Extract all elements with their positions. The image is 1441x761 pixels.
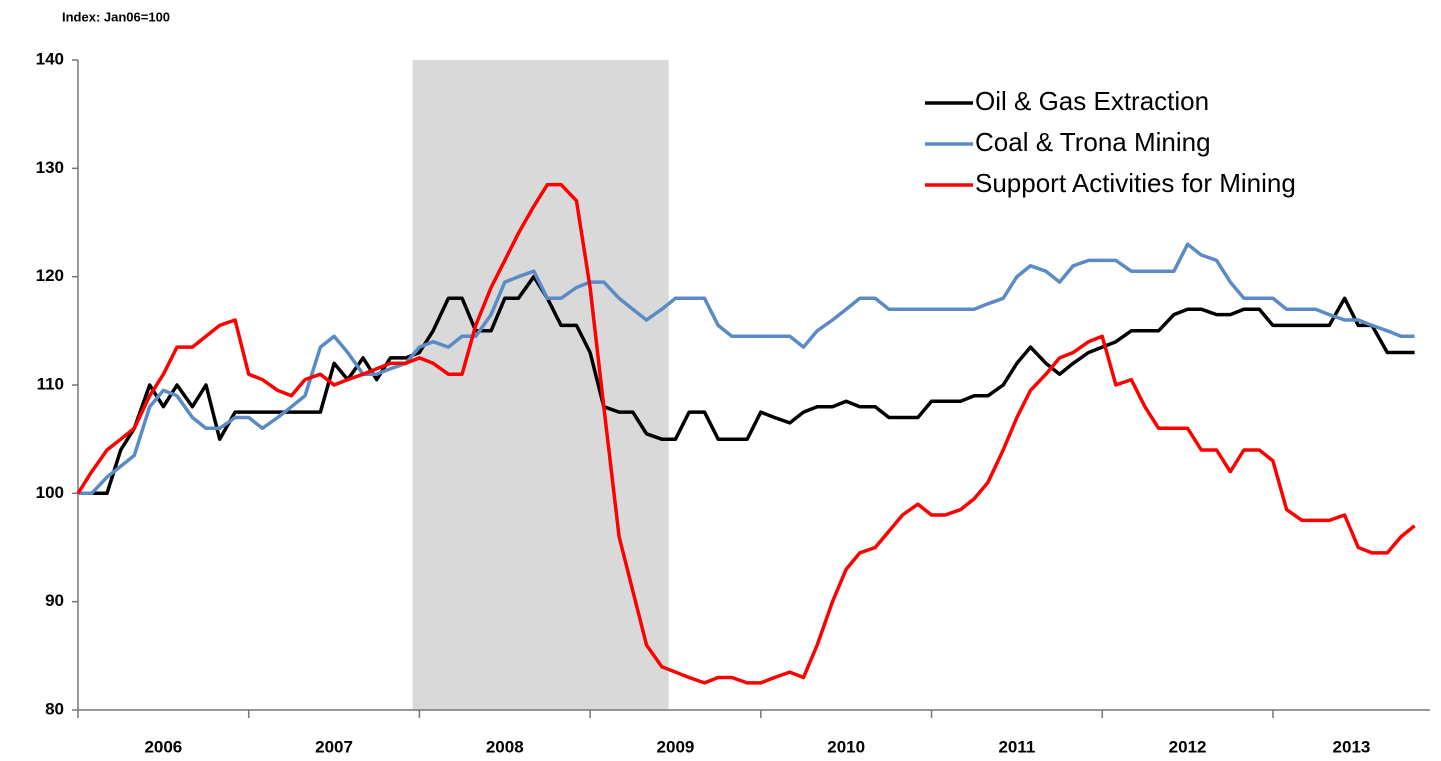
legend-label: Support Activities for Mining bbox=[975, 168, 1296, 198]
series-line bbox=[78, 242, 1415, 496]
y-tick-label: 80 bbox=[45, 699, 64, 718]
x-tick-label: 2006 bbox=[144, 737, 182, 756]
y-tick-label: 90 bbox=[45, 591, 64, 610]
series-line bbox=[76, 182, 1416, 685]
chart-title: Index: Jan06=100 bbox=[62, 9, 170, 24]
y-tick-label: 110 bbox=[37, 374, 64, 393]
y-tick-label: 120 bbox=[36, 266, 64, 285]
x-tick-label: 2011 bbox=[998, 737, 1035, 756]
legend-label: Oil & Gas Extraction bbox=[975, 86, 1209, 116]
x-tick-label: 2013 bbox=[1333, 737, 1371, 756]
x-tick-label: 2012 bbox=[1169, 737, 1207, 756]
x-tick-label: 2008 bbox=[486, 737, 524, 756]
y-tick-label: 100 bbox=[36, 483, 64, 502]
x-tick-label: 2007 bbox=[315, 737, 353, 756]
y-tick-label: 130 bbox=[36, 158, 64, 177]
x-tick-label: 2010 bbox=[827, 737, 865, 756]
series-line bbox=[78, 274, 1415, 496]
legend-label: Coal & Trona Mining bbox=[975, 127, 1211, 157]
recession-shade bbox=[412, 60, 669, 710]
y-tick-label: 140 bbox=[36, 49, 64, 68]
x-tick-label: 2009 bbox=[657, 737, 695, 756]
